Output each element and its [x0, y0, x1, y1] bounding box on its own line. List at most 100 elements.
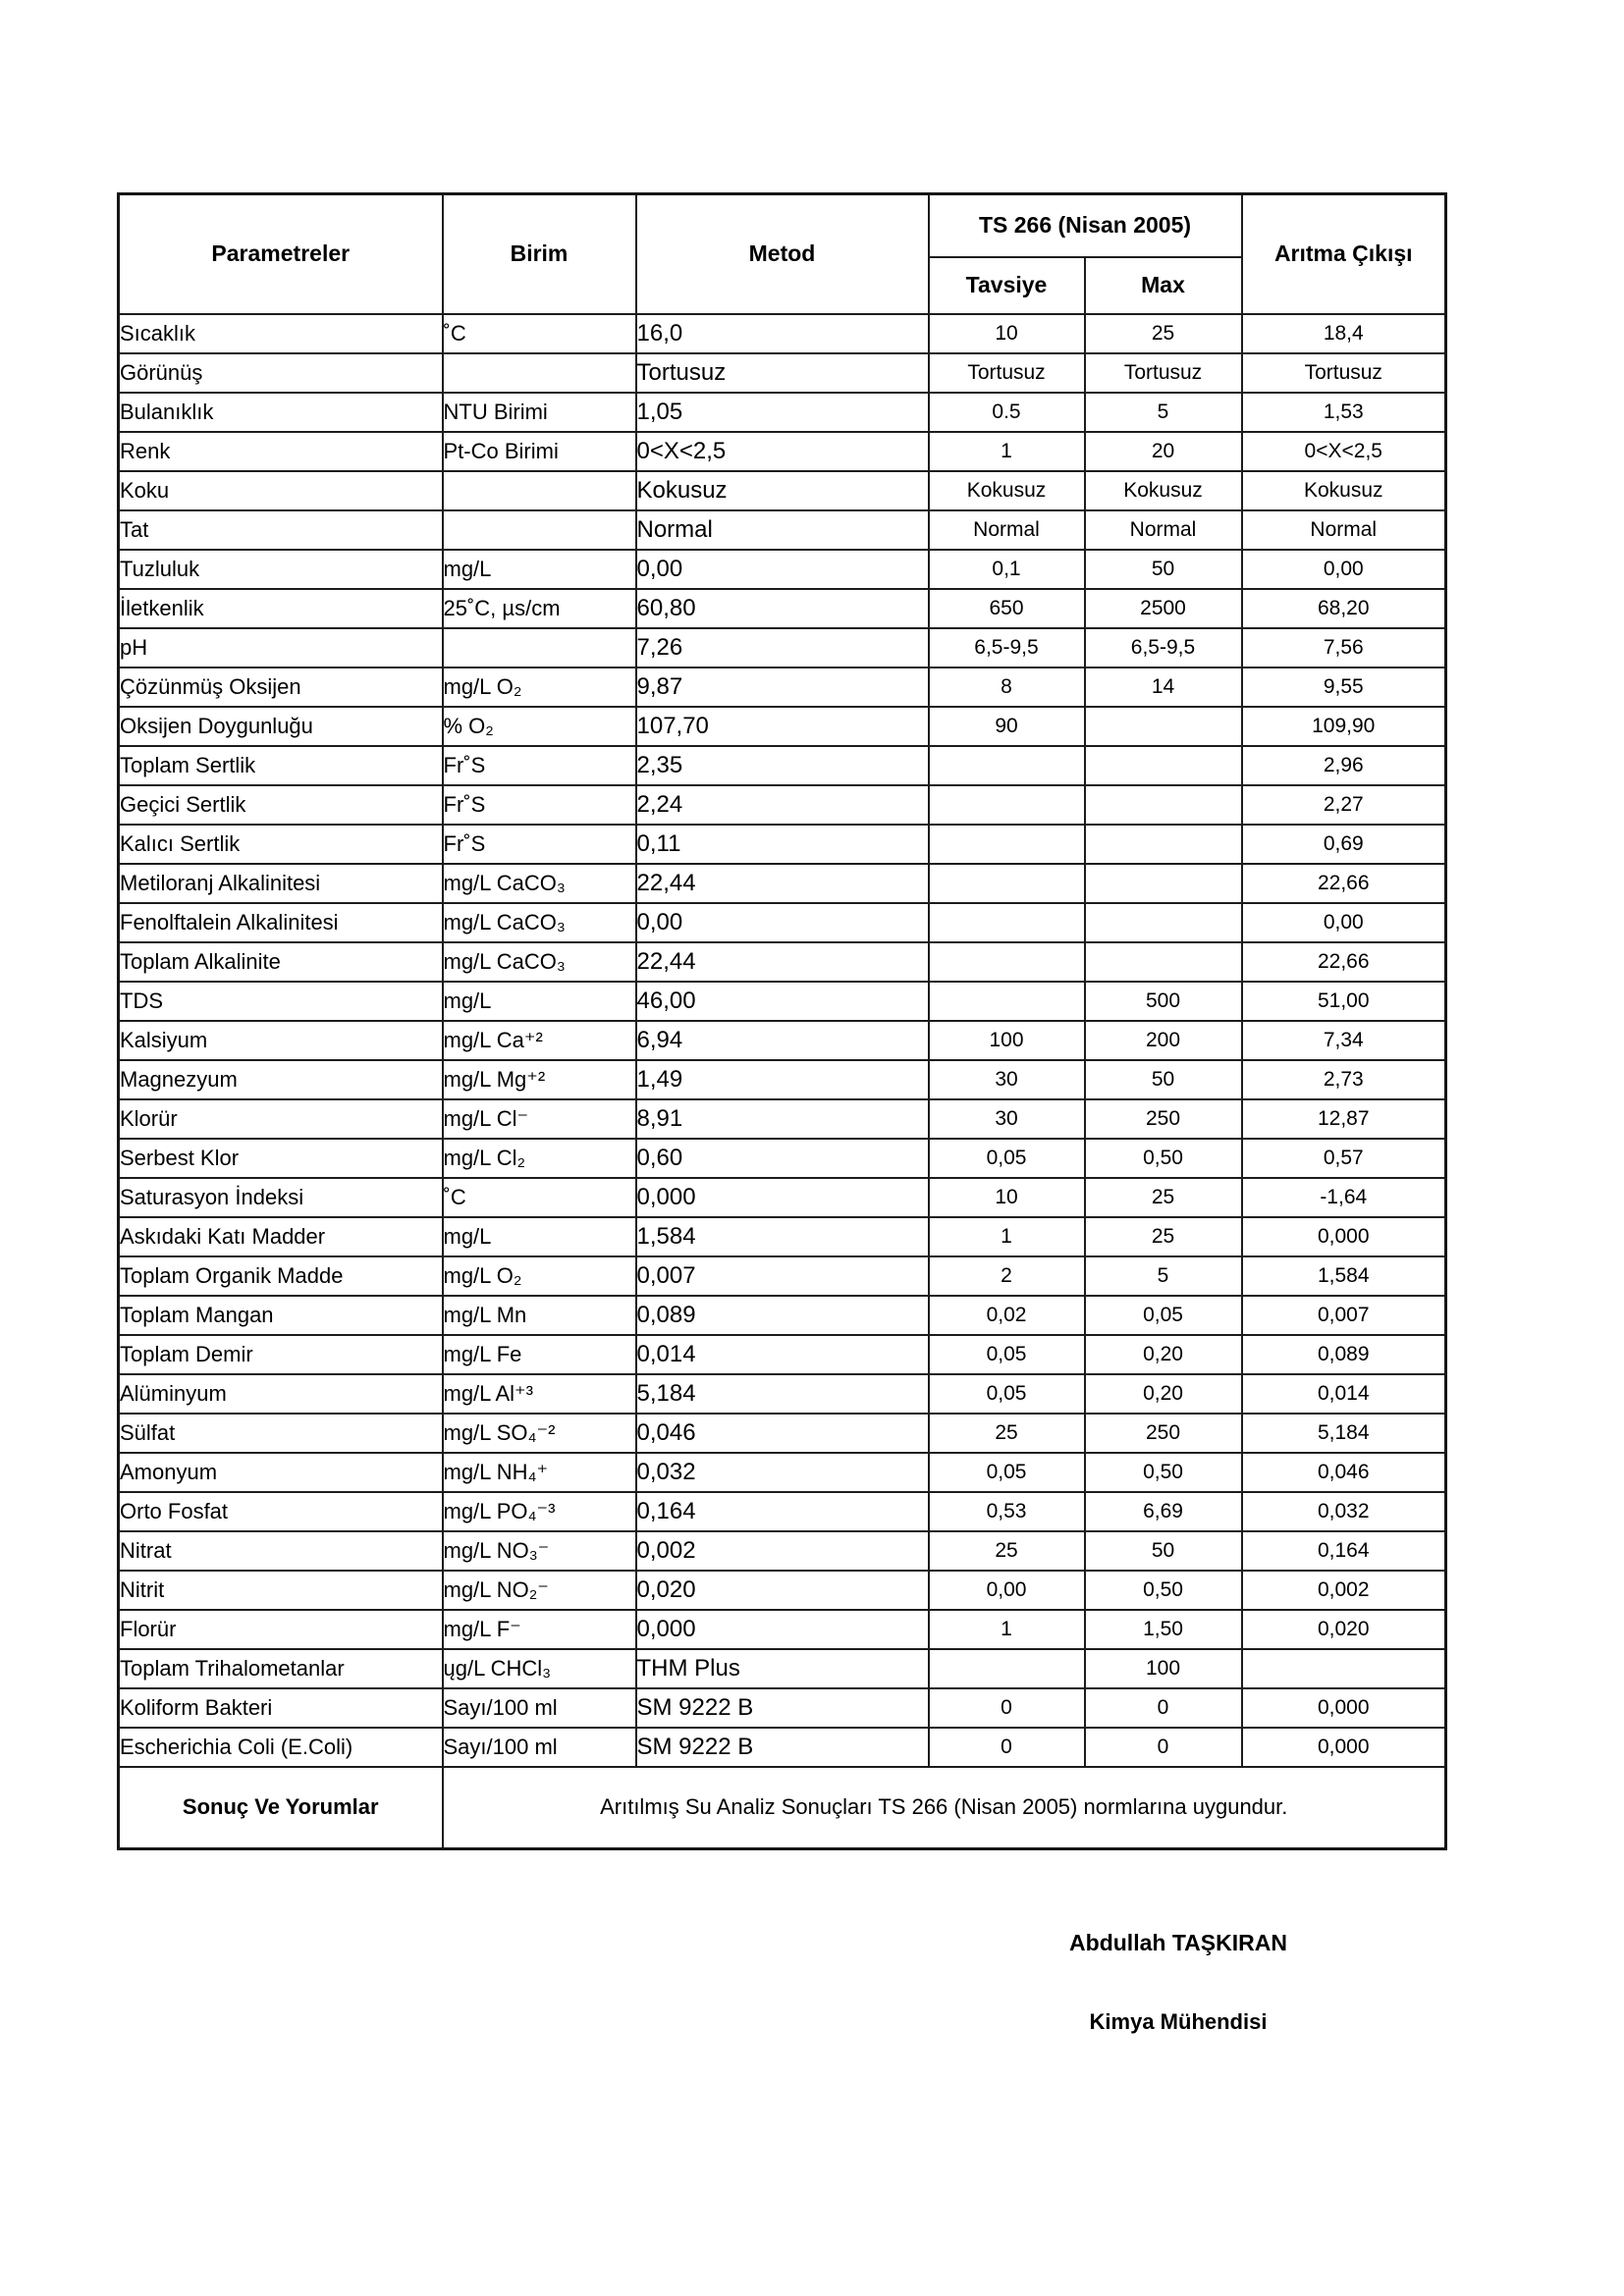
cell-birim: mg/L CaCO₃ [441, 901, 637, 943]
cell-birim: mg/L PO₄⁻³ [441, 1490, 637, 1532]
table-row: Alüminyum mg/L Al⁺³ 5,184 0,05 0,20 0,014 [117, 1372, 1447, 1415]
table-row: Bulanıklık NTU Birimi 1,05 0.5 5 1,53 [117, 391, 1447, 433]
table-row: Fenolftalein Alkalinitesi mg/L CaCO₃ 0,00 0… [117, 901, 1447, 943]
cell-metod: 46,00 [634, 980, 930, 1022]
cell-aritma: 0,69 [1240, 823, 1447, 865]
cell-birim: mg/L SO₄⁻² [441, 1412, 637, 1454]
cell-aritma: 68,20 [1240, 587, 1447, 629]
cell-max: 0,05 [1083, 1294, 1243, 1336]
cell-aritma: 0,014 [1240, 1372, 1447, 1415]
cell-param: Toplam Trihalometanlar [117, 1647, 444, 1689]
cell-tavsiye: 30 [927, 1058, 1086, 1100]
cell-param: Görünüş [117, 351, 444, 394]
cell-tavsiye: 0,53 [927, 1490, 1086, 1532]
cell-aritma: 0,032 [1240, 1490, 1447, 1532]
cell-max: 6,69 [1083, 1490, 1243, 1532]
cell-birim [441, 626, 637, 668]
cell-max: 25 [1083, 312, 1243, 354]
cell-aritma: 2,27 [1240, 783, 1447, 826]
analysis-table: Parametreler Birim Metod TS 266 (Nisan 2… [117, 192, 1447, 1850]
header-max: Max [1083, 255, 1243, 315]
cell-tavsiye: 0.5 [927, 391, 1086, 433]
cell-metod: 8,91 [634, 1097, 930, 1140]
cell-param: Toplam Sertlik [117, 744, 444, 786]
cell-aritma: 0,002 [1240, 1569, 1447, 1611]
cell-max: 2500 [1083, 587, 1243, 629]
cell-param: Toplam Demir [117, 1333, 444, 1375]
cell-metod: 107,70 [634, 705, 930, 747]
cell-max [1083, 940, 1243, 983]
cell-aritma: 0,000 [1240, 1686, 1447, 1729]
cell-max: 0,50 [1083, 1137, 1243, 1179]
table-body: Sıcaklık ˚C 16,0 10 25 18,4 Görünüş Tortusuz Tor… [117, 312, 1447, 1768]
cell-param: Tat [117, 508, 444, 551]
table-row: Toplam Trihalometanlar ųg/L CHCl₃ THM Plus… [117, 1647, 1447, 1689]
cell-birim: mg/L Ca⁺² [441, 1019, 637, 1061]
cell-aritma: 0,007 [1240, 1294, 1447, 1336]
cell-aritma: 0<X<2,5 [1240, 430, 1447, 472]
cell-tavsiye: 0,05 [927, 1451, 1086, 1493]
cell-param: Nitrit [117, 1569, 444, 1611]
cell-param: Amonyum [117, 1451, 444, 1493]
cell-param: Koku [117, 469, 444, 511]
table-row: Toplam Alkalinite mg/L CaCO₃ 22,44 22,66 [117, 940, 1447, 983]
cell-birim [441, 351, 637, 394]
cell-tavsiye: 1 [927, 430, 1086, 472]
cell-birim: Fr˚S [441, 744, 637, 786]
table-row: Toplam Demir mg/L Fe 0,014 0,05 0,20 0,089 [117, 1333, 1447, 1375]
cell-metod: SM 9222 B [634, 1726, 930, 1768]
cell-birim: mg/L F⁻ [441, 1608, 637, 1650]
header-tavsiye: Tavsiye [927, 255, 1086, 315]
cell-birim: mg/L NH₄⁺ [441, 1451, 637, 1493]
table-row: Nitrit mg/L NO₂⁻ 0,020 0,00 0,50 0,002 [117, 1569, 1447, 1611]
cell-metod: 22,44 [634, 940, 930, 983]
cell-birim: ˚C [441, 312, 637, 354]
table-row: Escherichia Coli (E.Coli) Sayı/100 ml SM 9… [117, 1726, 1447, 1768]
cell-birim [441, 508, 637, 551]
cell-birim: ųg/L CHCl₃ [441, 1647, 637, 1689]
cell-metod: THM Plus [634, 1647, 930, 1689]
cell-birim [441, 469, 637, 511]
cell-metod: 0<X<2,5 [634, 430, 930, 472]
cell-max: 100 [1083, 1647, 1243, 1689]
table-row: Kalıcı Sertlik Fr˚S 0,11 0,69 [117, 823, 1447, 865]
signature-title: Kimya Mühendisi [1089, 2009, 1268, 2034]
cell-param: Metiloranj Alkalinitesi [117, 862, 444, 904]
cell-birim: mg/L [441, 980, 637, 1022]
cell-param: pH [117, 626, 444, 668]
table-row: Koku Kokusuz Kokusuz Kokusuz Kokusuz [117, 469, 1447, 511]
cell-max: 6,5-9,5 [1083, 626, 1243, 668]
cell-birim: mg/L Cl⁻ [441, 1097, 637, 1140]
cell-max: Tortusuz [1083, 351, 1243, 394]
cell-aritma: Normal [1240, 508, 1447, 551]
cell-tavsiye: 8 [927, 666, 1086, 708]
table-row: Koliform Bakteri Sayı/100 ml SM 9222 B 0 0 0,… [117, 1686, 1447, 1729]
cell-param: Klorür [117, 1097, 444, 1140]
cell-birim: Sayı/100 ml [441, 1686, 637, 1729]
cell-aritma: 0,00 [1240, 548, 1447, 590]
table-row: Magnezyum mg/L Mg⁺² 1,49 30 50 2,73 [117, 1058, 1447, 1100]
cell-tavsiye: 0 [927, 1726, 1086, 1768]
table-row: Orto Fosfat mg/L PO₄⁻³ 0,164 0,53 6,69 0,032 [117, 1490, 1447, 1532]
header-parametreler: Parametreler [117, 192, 444, 315]
cell-aritma: 0,164 [1240, 1529, 1447, 1572]
cell-tavsiye: 25 [927, 1412, 1086, 1454]
table-row: Sülfat mg/L SO₄⁻² 0,046 25 250 5,184 [117, 1412, 1447, 1454]
cell-metod: 7,26 [634, 626, 930, 668]
cell-max: 250 [1083, 1097, 1243, 1140]
cell-tavsiye: 1 [927, 1215, 1086, 1257]
result-row: Sonuç Ve Yorumlar Arıtılmış Su Analiz So… [117, 1765, 1447, 1850]
table-row: Florür mg/L F⁻ 0,000 1 1,50 0,020 [117, 1608, 1447, 1650]
cell-max: 0 [1083, 1726, 1243, 1768]
cell-birim: 25˚C, µs/cm [441, 587, 637, 629]
cell-aritma: 2,96 [1240, 744, 1447, 786]
cell-metod: 0,032 [634, 1451, 930, 1493]
cell-tavsiye: 650 [927, 587, 1086, 629]
cell-birim: mg/L Mg⁺² [441, 1058, 637, 1100]
cell-max: 250 [1083, 1412, 1243, 1454]
cell-tavsiye: 90 [927, 705, 1086, 747]
cell-metod: 6,94 [634, 1019, 930, 1061]
cell-tavsiye: 0,02 [927, 1294, 1086, 1336]
cell-metod: 0,164 [634, 1490, 930, 1532]
